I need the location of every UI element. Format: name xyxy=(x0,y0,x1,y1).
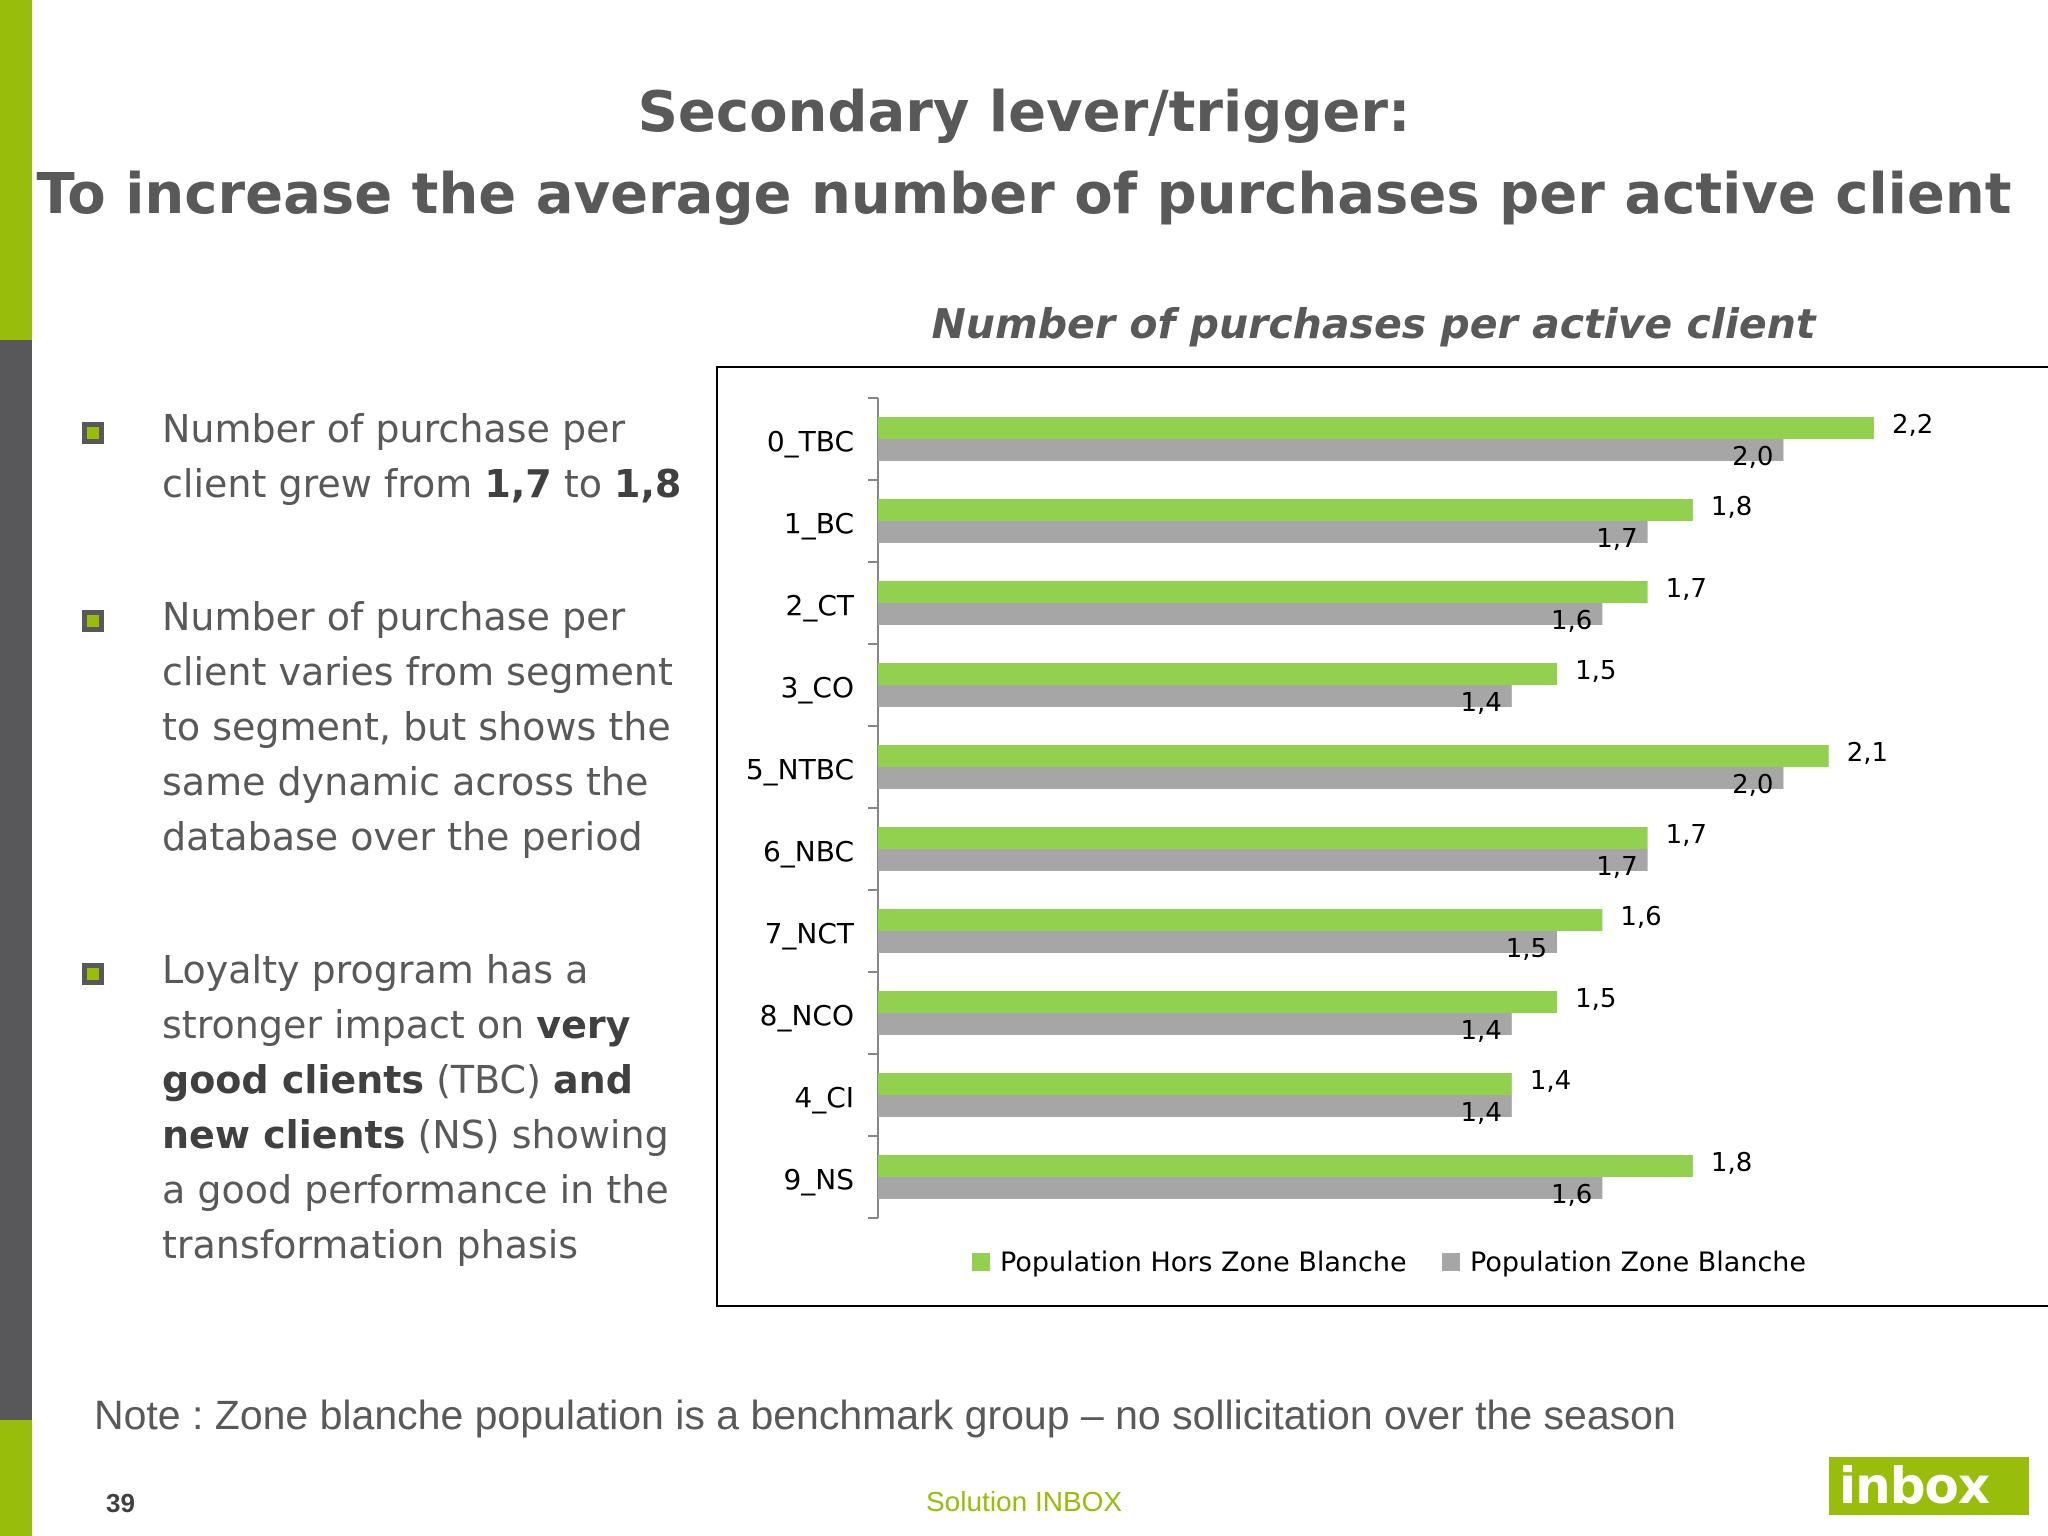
bullet-square-icon xyxy=(82,422,104,444)
chart-title: Number of purchases per active client xyxy=(931,300,1816,348)
bullet-text-part: to xyxy=(551,462,615,506)
bar-hors-zone-blanche xyxy=(878,991,1558,1013)
bullet-text-bold: and new clients xyxy=(162,1058,633,1157)
data-label: 2,2 xyxy=(1892,410,1933,440)
bar-hors-zone-blanche xyxy=(878,827,1648,849)
bar-hors-zone-blanche xyxy=(878,581,1648,603)
bar-zone-blanche xyxy=(878,603,1603,625)
bar-hors-zone-blanche xyxy=(878,417,1874,439)
data-label: 2,1 xyxy=(1847,738,1888,768)
data-label: 1,6 xyxy=(1551,606,1592,636)
bar-hors-zone-blanche xyxy=(878,663,1558,685)
bullet-text: Loyalty program has a stronger impact on… xyxy=(162,948,669,1267)
bar-zone-blanche xyxy=(878,1095,1512,1117)
bar-zone-blanche xyxy=(878,849,1648,871)
bar-hors-zone-blanche xyxy=(878,909,1603,931)
bar-zone-blanche xyxy=(878,931,1558,953)
bullet-square-icon xyxy=(82,963,104,985)
bar-chart: 0_TBC 2,2 2,0 1_BC 1,8 1,7 2_CT 1,7 1,6 3_CO 1,5 1,… xyxy=(716,366,2048,1307)
bar-zone-blanche xyxy=(878,439,1784,461)
data-label: 1,7 xyxy=(1596,852,1637,882)
data-label: 1,4 xyxy=(1530,1066,1571,1096)
bullet-text-bold: 1,7 xyxy=(484,462,552,506)
category-label: 3_CO xyxy=(781,671,854,704)
bar-zone-blanche xyxy=(878,521,1648,543)
bullet-text-bold: 1,8 xyxy=(614,462,682,506)
data-label: 1,5 xyxy=(1575,656,1616,686)
bar-zone-blanche xyxy=(878,1013,1512,1035)
bullet-list: Number of purchase per client grew from … xyxy=(80,402,700,1273)
bar-zone-blanche xyxy=(878,767,1784,789)
bar-hors-zone-blanche xyxy=(878,1073,1512,1095)
legend-label: Population Hors Zone Blanche xyxy=(1000,1247,1407,1278)
legend-swatch xyxy=(1442,1253,1460,1271)
bar-zone-blanche xyxy=(878,685,1512,707)
data-label: 2,0 xyxy=(1732,770,1773,800)
legend-label: Population Zone Blanche xyxy=(1470,1247,1806,1278)
bullet-item: Number of purchase per client varies fro… xyxy=(80,590,700,865)
category-label: 5_NTBC xyxy=(746,753,854,786)
data-label: 1,7 xyxy=(1596,524,1637,554)
bullet-item: Number of purchase per client grew from … xyxy=(80,402,700,512)
slide-title-line1: Secondary lever/trigger: xyxy=(637,80,1411,145)
bar-hors-zone-blanche xyxy=(878,499,1693,521)
data-label: 1,4 xyxy=(1460,1098,1501,1128)
bullet-square-icon xyxy=(82,610,104,632)
side-accent-bottom xyxy=(0,1420,32,1536)
inbox-logo: inbox xyxy=(1829,1457,2029,1515)
footnote: Note : Zone blanche population is a benc… xyxy=(94,1392,1676,1438)
category-label: 4_CI xyxy=(794,1081,854,1114)
category-label: 0_TBC xyxy=(767,425,854,458)
bar-hors-zone-blanche xyxy=(878,1155,1693,1177)
category-label: 2_CT xyxy=(786,589,855,622)
data-label: 1,7 xyxy=(1666,820,1707,850)
bullet-text-part: Number of purchase per client grew from xyxy=(162,407,626,506)
category-label: 9_NS xyxy=(783,1163,854,1196)
data-label: 2,0 xyxy=(1732,442,1773,472)
footer-label: Solution INBOX xyxy=(926,1486,1123,1517)
category-label: 6_NBC xyxy=(763,835,854,868)
data-label: 1,8 xyxy=(1711,1148,1752,1178)
category-label: 7_NCT xyxy=(765,917,855,950)
bar-zone-blanche xyxy=(878,1177,1603,1199)
bullet-item: Loyalty program has a stronger impact on… xyxy=(80,943,700,1273)
data-label: 1,4 xyxy=(1460,688,1501,718)
bullet-text: Number of purchase per client grew from … xyxy=(162,407,681,506)
side-accent-middle xyxy=(0,340,32,1420)
bullet-text-bold: very good clients xyxy=(162,1003,631,1102)
bullet-text: Number of purchase per client varies fro… xyxy=(162,595,673,859)
category-label: 8_NCO xyxy=(760,999,854,1032)
side-accent-top xyxy=(0,0,32,340)
bullet-text-part: Number of purchase per client varies fro… xyxy=(162,595,673,859)
data-label: 1,4 xyxy=(1460,1016,1501,1046)
bullet-text-part: Loyalty program has a stronger impact on xyxy=(162,948,589,1047)
bar-chart-svg: 0_TBC 2,2 2,0 1_BC 1,8 1,7 2_CT 1,7 1,6 3_CO 1,5 1,… xyxy=(746,397,1933,1278)
category-label: 1_BC xyxy=(784,507,854,540)
bullet-text-part: (TBC) xyxy=(424,1058,553,1102)
legend-swatch xyxy=(972,1253,990,1271)
data-label: 1,5 xyxy=(1575,984,1616,1014)
bar-hors-zone-blanche xyxy=(878,745,1829,767)
data-label: 1,7 xyxy=(1666,574,1707,604)
data-label: 1,6 xyxy=(1551,1180,1592,1210)
page-number: 39 xyxy=(106,1488,135,1518)
slide-title-line2: To increase the average number of purcha… xyxy=(36,162,2012,227)
data-label: 1,8 xyxy=(1711,492,1752,522)
data-label: 1,5 xyxy=(1506,934,1547,964)
bullet-text-part: (NS) showing a good performance in the t… xyxy=(162,1113,669,1267)
data-label: 1,6 xyxy=(1620,902,1661,932)
